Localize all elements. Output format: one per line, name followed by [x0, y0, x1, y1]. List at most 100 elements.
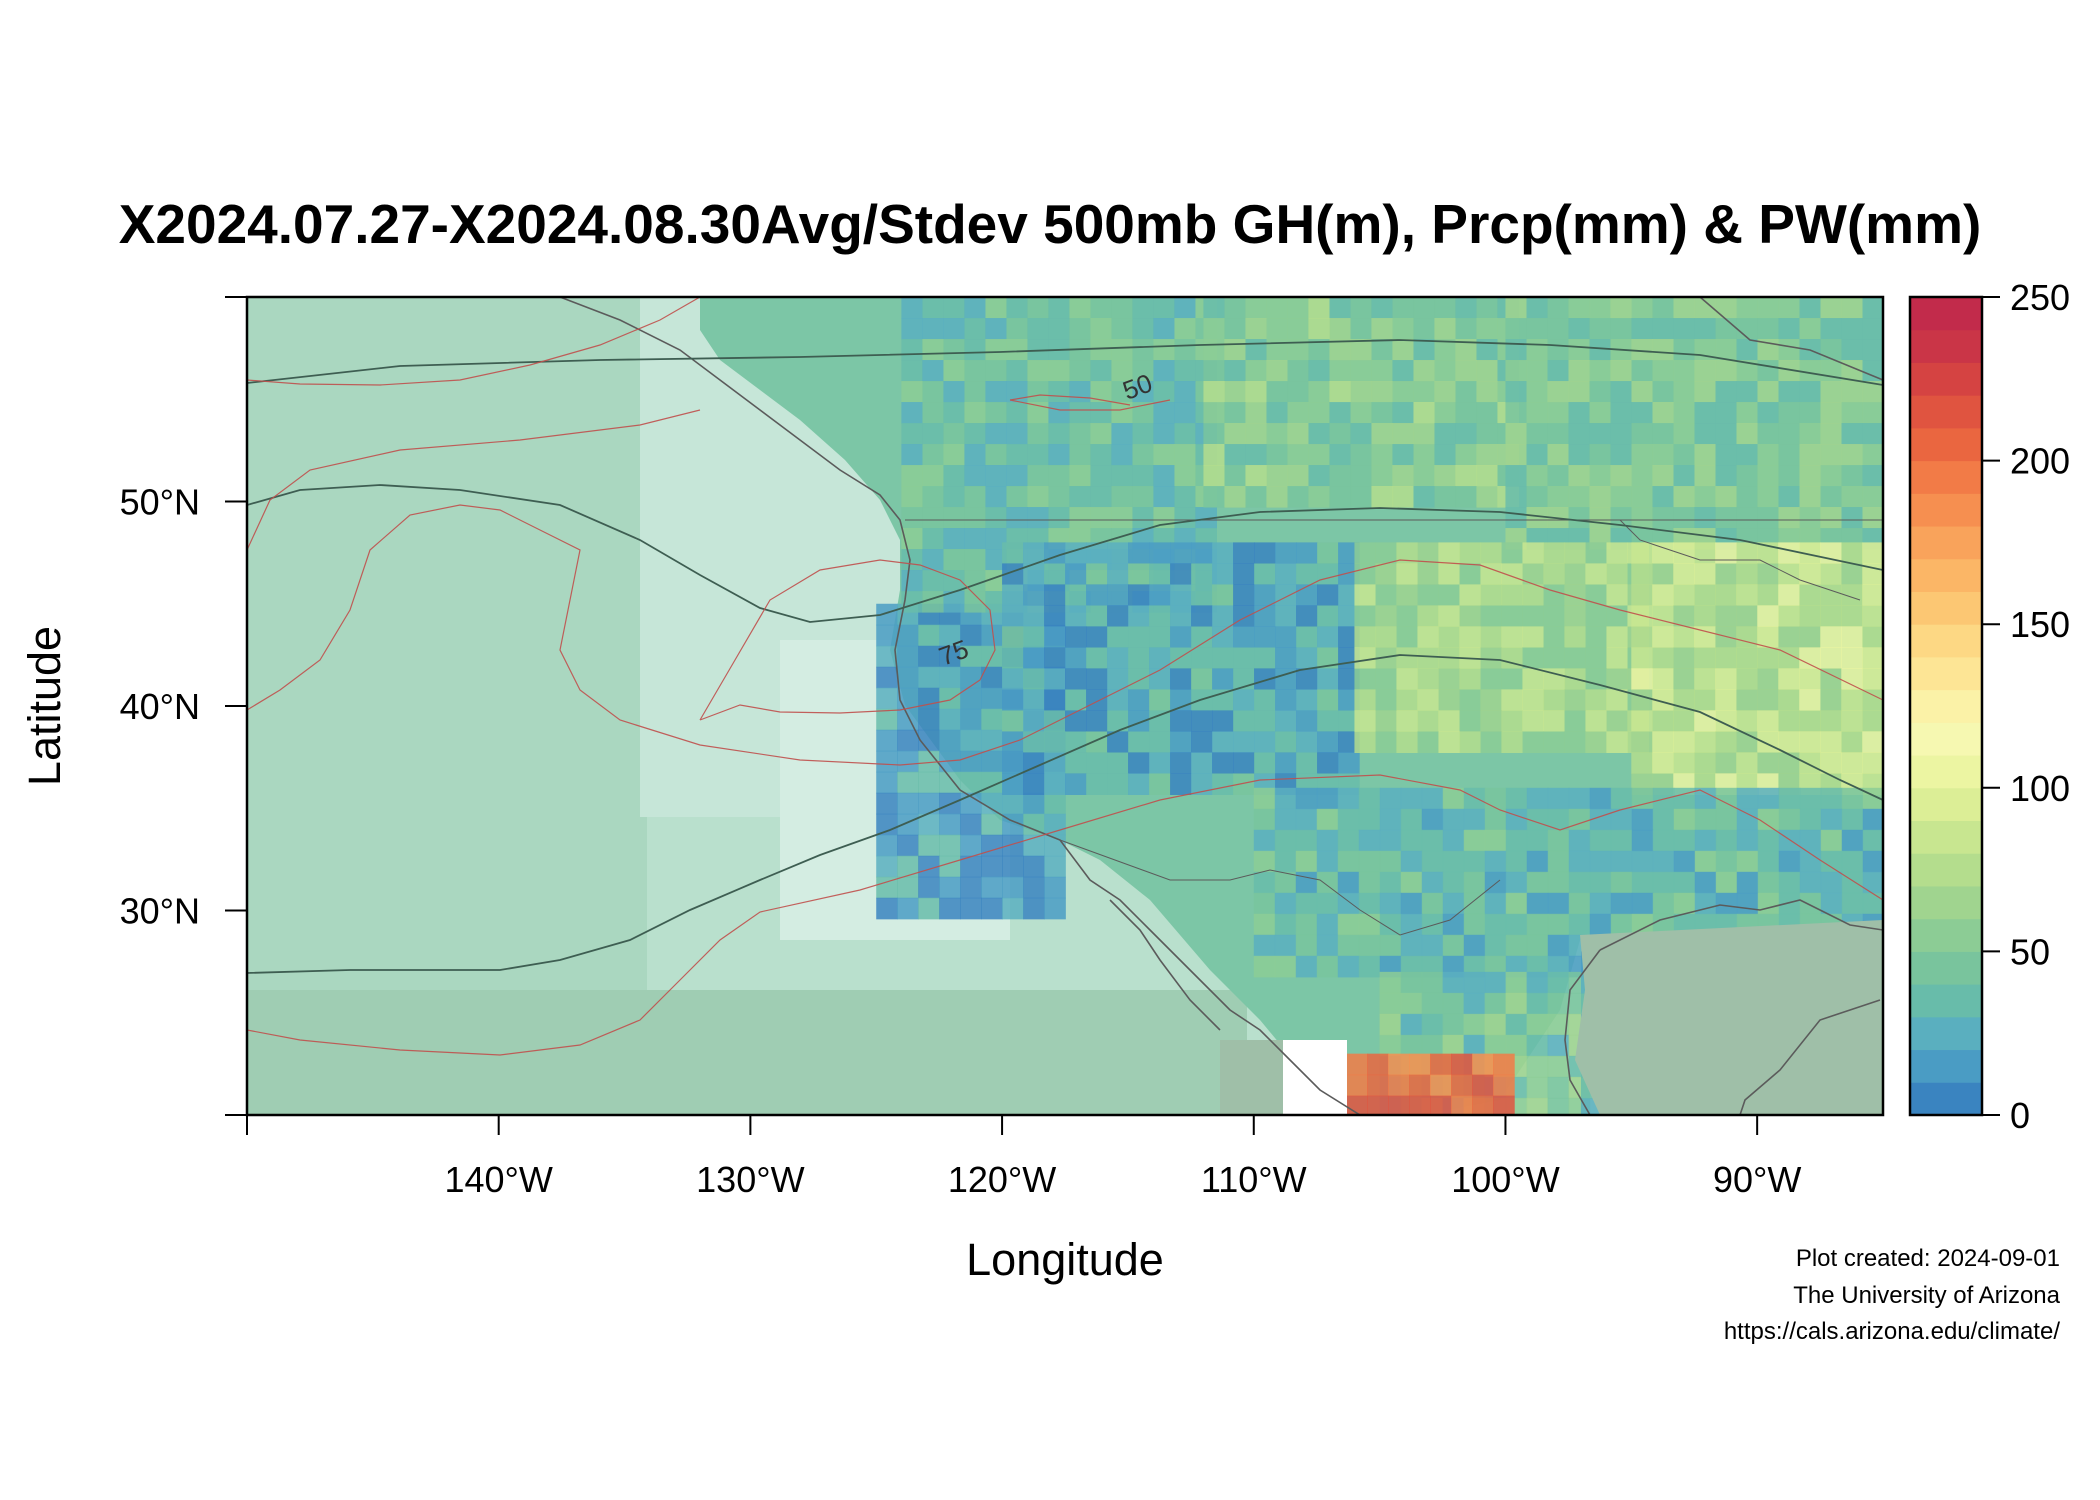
precip-cell: [1564, 689, 1587, 711]
precip-cell: [1480, 689, 1503, 711]
precip-cell: [1778, 829, 1801, 852]
precip-cell: [1413, 360, 1436, 382]
precip-cell: [1585, 731, 1608, 753]
precip-cell: [1820, 626, 1842, 648]
precip-cell: [1338, 668, 1360, 690]
precip-cell: [1547, 892, 1570, 915]
precip-cell: [922, 465, 944, 487]
precip-cell: [1371, 402, 1394, 424]
precip-cell: [1149, 626, 1171, 648]
precip-cell: [1736, 360, 1759, 382]
precip-cell: [1111, 507, 1133, 529]
precip-cell: [1564, 542, 1587, 564]
precip-cell: [1254, 710, 1276, 732]
precip-cell: [1275, 605, 1297, 627]
precip-cell: [1350, 339, 1373, 361]
precip-cell: [1463, 1034, 1486, 1057]
colorbar-segment: [1910, 689, 1982, 723]
precip-cell: [1799, 297, 1822, 319]
precip-cell: [1400, 892, 1423, 915]
precip-cell: [1799, 871, 1822, 894]
precip-cell: [1606, 668, 1629, 690]
precip-cell: [1459, 668, 1482, 690]
precip-cell: [1191, 584, 1213, 606]
precip-cell: [1862, 689, 1883, 711]
stdev-contours: [247, 297, 1883, 1056]
precip-cell: [1778, 381, 1801, 403]
precip-cell: [1522, 605, 1545, 627]
precip-cell: [1799, 731, 1821, 753]
precip-cell: [1459, 563, 1482, 585]
precip-cell: [1799, 752, 1821, 774]
precip-cell: [981, 855, 1003, 878]
precip-cell: [1585, 626, 1608, 648]
precip-cell: [1715, 339, 1738, 361]
precip-cell: [1346, 1053, 1368, 1076]
precip-cell: [918, 834, 940, 857]
precip-cell: [1505, 808, 1528, 831]
precip-cell: [1212, 584, 1234, 606]
precip-cell: [1392, 360, 1415, 382]
precip-cell: [1652, 584, 1674, 606]
precip-cell: [1606, 647, 1629, 669]
precip-cell: [1153, 297, 1175, 319]
precip-cell: [1820, 465, 1843, 487]
precip-cell: [1354, 710, 1377, 732]
precip-cell: [1392, 339, 1415, 361]
precip-cell: [1111, 465, 1133, 487]
precip-cell: [1086, 605, 1108, 627]
precip-cell: [876, 771, 898, 794]
precip-cell: [1673, 731, 1695, 753]
precip-cell: [1631, 339, 1654, 361]
precip-cell: [1778, 871, 1801, 894]
precip-cell: [1799, 584, 1821, 606]
precip-cell: [1564, 563, 1587, 585]
precip-cell: [1526, 297, 1549, 319]
precip-cell: [1455, 339, 1478, 361]
precip-cell: [1841, 710, 1863, 732]
precip-cell: [1778, 850, 1801, 873]
precip-cell: [1610, 913, 1633, 936]
precip-cell: [1409, 1095, 1431, 1115]
precip-cell: [943, 591, 965, 613]
precip-cell: [1375, 584, 1398, 606]
precip-cell: [943, 339, 965, 361]
precip-cell: [1862, 647, 1883, 669]
precip-cell: [1434, 423, 1457, 445]
colorbar-segment: [1910, 853, 1982, 887]
precip-cell: [1862, 402, 1883, 424]
precip-cell: [1430, 1053, 1452, 1076]
precip-cell: [981, 729, 1003, 752]
precip-cell: [1463, 913, 1486, 936]
y-tick-label: 40°N: [120, 686, 200, 727]
precip-cell: [1694, 689, 1716, 711]
precip-cell: [1153, 360, 1175, 382]
precip-cell: [1274, 934, 1297, 957]
precip-cell: [1090, 444, 1112, 466]
precip-cell: [1736, 850, 1759, 873]
precip-cell: [1631, 668, 1653, 690]
precip-cell: [1547, 808, 1570, 831]
pacific-south-grey: [1220, 1040, 1283, 1115]
precip-cell: [1820, 871, 1843, 894]
precip-cell: [1350, 297, 1373, 319]
precip-cell: [1585, 605, 1608, 627]
precip-cell: [939, 855, 961, 878]
precip-cell: [1044, 855, 1066, 878]
precip-cell: [1254, 542, 1276, 564]
precip-cell: [1610, 297, 1633, 319]
precip-cell: [1589, 360, 1612, 382]
precip-cell: [1694, 605, 1716, 627]
y-axis: 30°N 40°N 50°N: [120, 296, 247, 1116]
precip-cell: [876, 750, 898, 773]
precip-cell: [1413, 339, 1436, 361]
precip-cell: [1543, 605, 1566, 627]
precip-cell: [1317, 626, 1339, 648]
precip-cell: [1673, 829, 1696, 852]
precip-cell: [1442, 913, 1465, 936]
colorbar-tick-label: 200: [2010, 441, 2070, 482]
precip-cell: [1606, 563, 1629, 585]
precip-cell: [1778, 486, 1801, 508]
precip-cell: [1006, 465, 1028, 487]
precip-cell: [1400, 934, 1423, 957]
